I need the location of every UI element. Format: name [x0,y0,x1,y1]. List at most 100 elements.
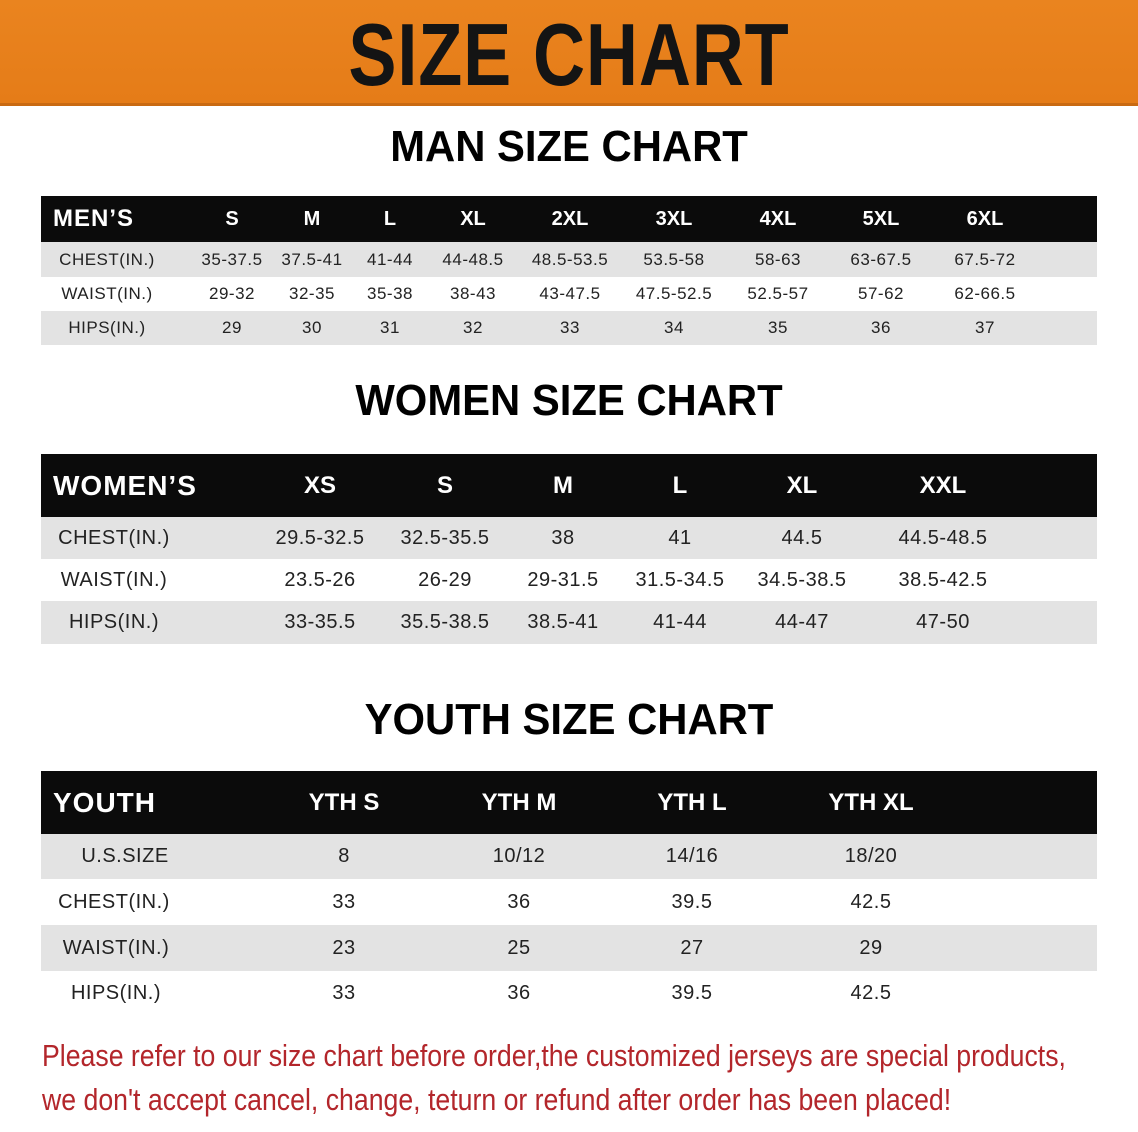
men-header-row: MEN’S S M L XL 2XL 3XL 4XL 5XL 6XL [41,196,1097,242]
size-value: 8 [338,845,350,867]
size-header: S [436,471,454,499]
banner: SIZE CHART [0,0,1138,106]
table-row: U.S.SIZE 8 10/12 14/16 18/20 [41,834,1097,879]
size-value: 36 [507,982,531,1004]
table-row: WAIST(IN.) 29-32 32-35 35-38 38-43 43-47.5 47.… [41,277,1097,311]
size-header: 6XL [966,207,1004,230]
size-value: 26-29 [418,568,472,591]
women-table-label: WOMEN’S [53,469,197,501]
size-header: YTH M [481,788,557,816]
measurement-label: CHEST(IN.) [58,890,170,913]
size-value: 29-32 [209,284,255,303]
size-value: 63-67.5 [850,249,912,269]
measurement-label: CHEST(IN.) [58,526,170,549]
size-value: 44.5-48.5 [898,526,988,549]
size-value: 53.5-58 [643,249,705,269]
size-value: 58-63 [755,249,801,269]
men-table-label: MEN’S [53,205,135,232]
size-value: 32 [463,318,483,337]
size-value: 41 [668,526,692,549]
size-value: 35-37.5 [201,249,263,269]
men-section-title: MAN SIZE CHART [390,122,748,171]
size-header: YTH L [657,788,727,816]
size-value: 38 [551,526,575,549]
size-value: 31 [380,318,400,337]
table-row: HIPS(IN.) 33 36 39.5 42.5 [41,971,1097,1016]
size-value: 44.5 [781,526,823,549]
table-row: CHEST(IN.) 35-37.5 37.5-41 41-44 44-48.5 48.5… [41,242,1097,277]
women-section-title: WOMEN SIZE CHART [355,376,783,425]
size-value: 47.5-52.5 [635,284,713,303]
size-header: M [303,207,321,230]
size-value: 43-47.5 [539,284,601,303]
size-value: 33 [332,890,356,913]
size-value: 35.5-38.5 [400,611,490,633]
size-header: XXL [919,471,967,499]
size-value: 41-44 [653,611,707,633]
youth-section-title: YOUTH SIZE CHART [364,695,774,744]
size-value: 42.5 [850,890,892,913]
size-value: 34.5-38.5 [757,568,847,591]
size-value: 35-38 [367,284,413,303]
measurement-label: HIPS(IN.) [68,318,146,337]
size-value: 37.5-41 [281,249,343,269]
size-value: 10/12 [492,845,546,867]
women-header-row: WOMEN’S XS S M L XL XXL [41,454,1097,517]
size-header: L [672,471,688,499]
measurement-label: U.S.SIZE [81,845,169,867]
size-value: 44-47 [775,611,829,633]
men-size-table: MEN’S S M L XL 2XL 3XL 4XL 5XL 6XL CHEST(IN.) 35-37… [41,196,1097,346]
size-header: XL [786,471,818,499]
size-value: 44-48.5 [442,249,504,269]
table-row: HIPS(IN.) 33-35.5 35.5-38.5 38.5-41 41-44 44-… [41,601,1097,644]
size-value: 18/20 [844,845,898,867]
size-value: 33 [332,982,356,1004]
size-header: 2XL [551,207,589,230]
size-value: 23 [332,936,356,959]
size-value: 31.5-34.5 [635,568,725,591]
notice-line-1: Please refer to our size chart before or… [42,1038,1066,1073]
size-value: 27 [680,936,704,959]
measurement-label: HIPS(IN.) [70,982,162,1004]
size-value: 29.5-32.5 [275,526,365,549]
banner-title: SIZE CHART [348,5,790,104]
size-value: 33-35.5 [284,611,356,633]
size-value: 38.5-42.5 [898,568,988,591]
size-value: 32.5-35.5 [400,526,490,549]
size-value: 41-44 [367,249,413,269]
size-value: 52.5-57 [747,284,809,303]
size-header: L [383,207,397,230]
size-value: 39.5 [671,982,713,1004]
youth-table-label: YOUTH [53,786,156,818]
size-value: 38.5-41 [527,611,599,633]
size-value: 29 [859,936,883,959]
measurement-label: WAIST(IN.) [62,936,170,959]
measurement-label: WAIST(IN.) [61,284,153,303]
size-value: 37 [975,318,995,337]
measurement-label: WAIST(IN.) [60,568,168,591]
size-value: 67.5-72 [954,249,1016,269]
measurement-label: HIPS(IN.) [68,611,160,633]
size-value: 14/16 [665,845,719,867]
size-value: 47-50 [916,611,970,633]
size-header: YTH S [308,788,380,816]
size-header: S [225,207,239,230]
table-row: CHEST(IN.) 33 36 39.5 42.5 [41,879,1097,925]
size-value: 34 [664,318,684,337]
size-value: 39.5 [671,890,713,913]
table-row: WAIST(IN.) 23 25 27 29 [41,925,1097,971]
size-value: 42.5 [850,982,892,1004]
table-row: CHEST(IN.) 29.5-32.5 32.5-35.5 38 41 44.5 44.5… [41,517,1097,559]
size-header: M [553,471,573,499]
size-value: 23.5-26 [284,568,356,591]
size-value: 35 [768,318,788,337]
size-value: 25 [507,936,531,959]
size-value: 48.5-53.5 [531,249,609,269]
women-size-table: WOMEN’S XS S M L XL XXL CHEST(IN.) 29.5-32.5 32.5… [41,454,1097,644]
size-value: 36 [507,890,531,913]
size-value: 38-43 [450,284,496,303]
size-header: XS [303,471,337,499]
measurement-label: CHEST(IN.) [59,249,155,269]
youth-header-row: YOUTH YTH S YTH M YTH L YTH XL [41,771,1097,834]
size-value: 36 [871,318,891,337]
